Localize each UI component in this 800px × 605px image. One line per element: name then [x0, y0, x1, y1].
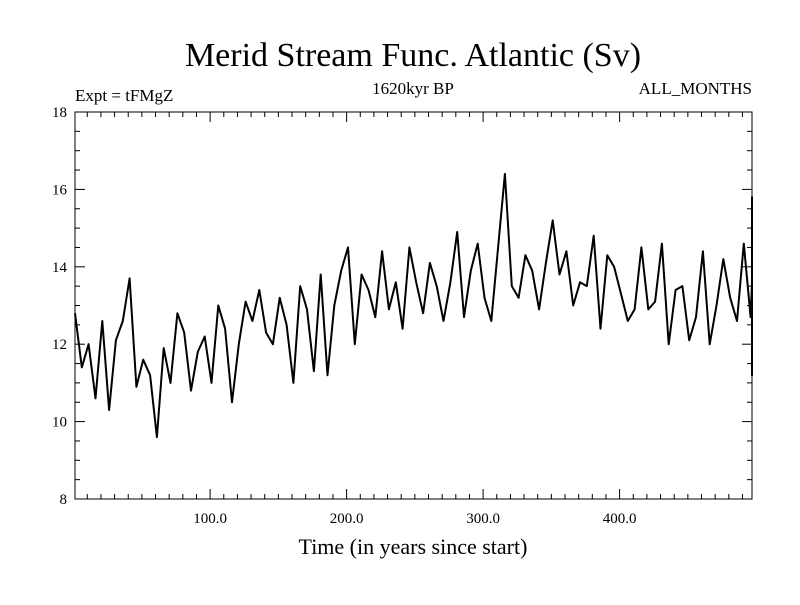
y-tick-label: 18	[52, 105, 67, 121]
chart-title: Merid Stream Func. Atlantic (Sv)	[185, 37, 641, 74]
minor-tick-group	[75, 112, 752, 499]
y-tick-label: 8	[60, 492, 68, 508]
x-tick-label: 200.0	[330, 511, 364, 527]
x-tick-label: 100.0	[193, 511, 227, 527]
x-axis-label: Time (in years since start)	[299, 534, 528, 559]
y-tick-label: 12	[52, 337, 67, 353]
tick-label-group: 100.0 200.0 300.0 400.0 8 10 12 14 16 18	[52, 105, 636, 527]
chart-subtitle: 1620kyr BP	[372, 79, 454, 98]
data-series-line	[74, 172, 753, 439]
x-tick-label: 300.0	[466, 511, 500, 527]
x-tick-label: 400.0	[603, 511, 637, 527]
months-label: ALL_MONTHS	[639, 79, 752, 98]
y-tick-label: 16	[52, 182, 68, 198]
experiment-label: Expt = tFMgZ	[75, 86, 173, 105]
major-tick-group	[75, 111, 752, 500]
y-tick-label: 14	[52, 260, 68, 276]
y-tick-label: 10	[52, 415, 67, 431]
